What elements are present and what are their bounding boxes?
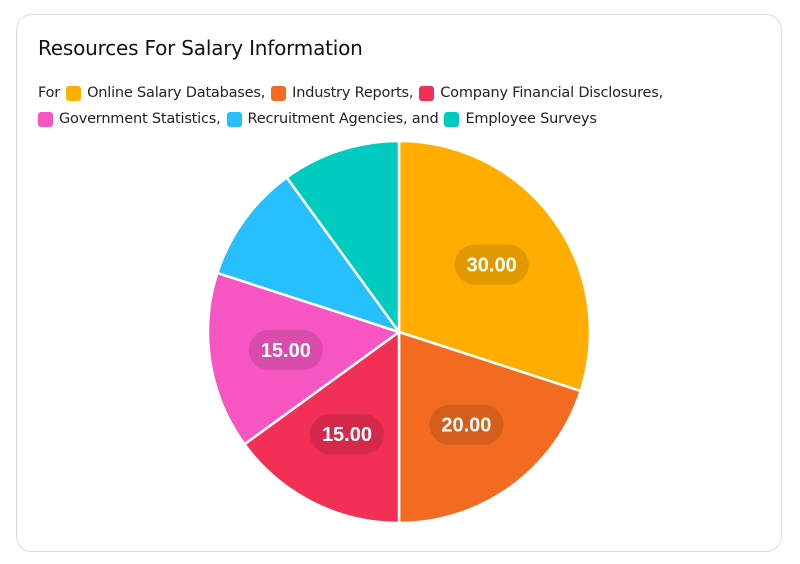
pie-slice-employee-surveys[interactable] — [284, 139, 401, 336]
legend-label-online-salary-databases[interactable]: Online Salary Databases, — [87, 84, 266, 101]
pie-slice-recruitment-agencies[interactable] — [215, 175, 403, 335]
svg-text:30.00: 30.00 — [467, 255, 517, 277]
data-label: 20.00 — [429, 404, 504, 445]
legend-swatch-recruitment-agencies — [226, 111, 242, 127]
legend-row-2: Government Statistics, Recruitment Agenc… — [38, 106, 738, 132]
svg-text:20.00: 20.00 — [441, 415, 491, 437]
legend-label-employee-surveys[interactable]: Employee Surveys — [465, 110, 597, 127]
legend-swatch-industry-reports — [271, 85, 287, 101]
chart-legend: For Online Salary Databases, Industry Re… — [38, 80, 738, 132]
chart-title: Resources For Salary Information — [38, 36, 363, 60]
legend-row-1: For Online Salary Databases, Industry Re… — [38, 80, 738, 106]
svg-text:15.00: 15.00 — [322, 424, 372, 446]
legend-prefix: For — [38, 84, 61, 101]
data-label: 30.00 — [454, 244, 529, 285]
data-label: 15.00 — [248, 329, 323, 370]
legend-swatch-employee-surveys — [444, 111, 460, 127]
legend-label-government-statistics[interactable]: Government Statistics, — [59, 110, 221, 127]
legend-swatch-online-salary-databases — [66, 85, 82, 101]
svg-text:15.00: 15.00 — [261, 340, 311, 362]
legend-label-company-financial-disclosures[interactable]: Company Financial Disclosures, — [440, 84, 664, 101]
legend-swatch-company-financial-disclosures — [419, 85, 435, 101]
legend-label-industry-reports[interactable]: Industry Reports, — [292, 84, 414, 101]
pie-slices — [206, 139, 592, 525]
data-label: 15.00 — [309, 414, 384, 455]
legend-label-recruitment-agencies[interactable]: Recruitment Agencies, and — [247, 110, 439, 127]
legend-swatch-government-statistics — [38, 111, 53, 127]
pie-data-labels: 30.00 20.00 15.00 15.00 — [248, 244, 529, 455]
